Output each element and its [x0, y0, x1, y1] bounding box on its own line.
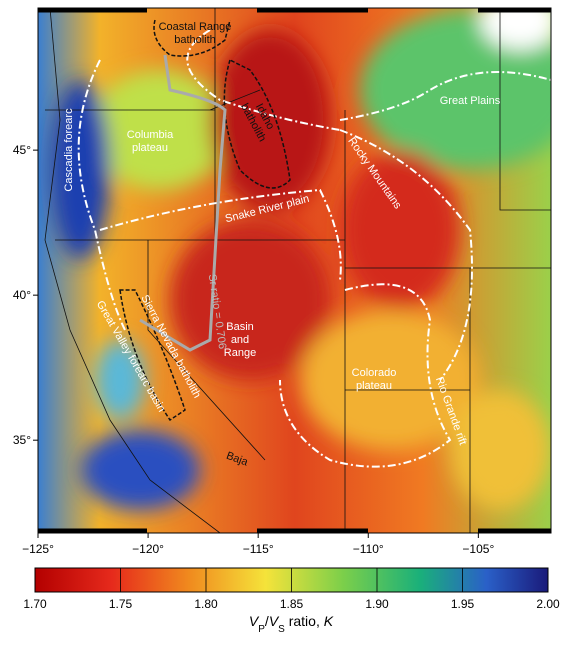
- x-tick-label: −110°: [353, 542, 384, 556]
- colorbar-label-part: ratio,: [285, 613, 324, 629]
- y-tick-label: 45°: [13, 143, 31, 157]
- x-tick-label: −120°: [132, 542, 164, 556]
- colorbar-label-part: V: [249, 613, 260, 629]
- region-label-line: plateau: [356, 380, 392, 392]
- colorbar-tick-label: 2.00: [536, 597, 560, 611]
- region-label: Basin and Range: [224, 321, 256, 359]
- region-label-line: and: [231, 334, 249, 346]
- colorbar-label-part: S: [278, 624, 285, 635]
- colorbar-label-part: K: [324, 613, 334, 629]
- region-label-line: Colorado: [352, 367, 397, 379]
- region-label-line: Great Plains: [440, 95, 501, 107]
- colorbar-label: VP/VS ratio, K: [249, 613, 334, 635]
- region-label: Great Plains: [440, 95, 501, 107]
- colorbar-label-part: /: [265, 613, 269, 629]
- colorbar-tick-label: 1.95: [451, 597, 475, 611]
- colorbar-tick-label: 1.85: [280, 597, 304, 611]
- region-label-line: batholith: [174, 34, 216, 46]
- region-label-line: Range: [224, 347, 256, 359]
- x-tick-label: −115°: [243, 542, 274, 556]
- colorbar-label-part: V: [269, 613, 280, 629]
- x-tick-label: −105°: [462, 542, 494, 556]
- region-label-line: Cascadia forearc: [63, 108, 75, 192]
- region-label: Coastal Range batholith: [159, 21, 232, 46]
- region-label: Columbia plateau: [127, 129, 174, 154]
- colorbar-tick-label: 1.70: [23, 597, 47, 611]
- region-label-line: Coastal Range: [159, 21, 232, 33]
- colorbar-label-part: P: [258, 624, 265, 635]
- map-field: [38, 8, 551, 533]
- region-label-line: plateau: [132, 142, 168, 154]
- region-label-line: Columbia: [127, 129, 174, 141]
- y-tick-label: 35°: [13, 433, 31, 447]
- region-label: Cascadia forearc: [63, 108, 75, 192]
- region-label: Colorado plateau: [352, 367, 397, 392]
- colorbar-tick-label: 1.90: [365, 597, 389, 611]
- x-tick-label: −125°: [22, 542, 54, 556]
- y-tick-label: 40°: [13, 288, 31, 302]
- colorbar-tick-label: 1.80: [194, 597, 218, 611]
- region-label-line: Basin: [226, 321, 254, 333]
- colorbar-tick-label: 1.75: [109, 597, 133, 611]
